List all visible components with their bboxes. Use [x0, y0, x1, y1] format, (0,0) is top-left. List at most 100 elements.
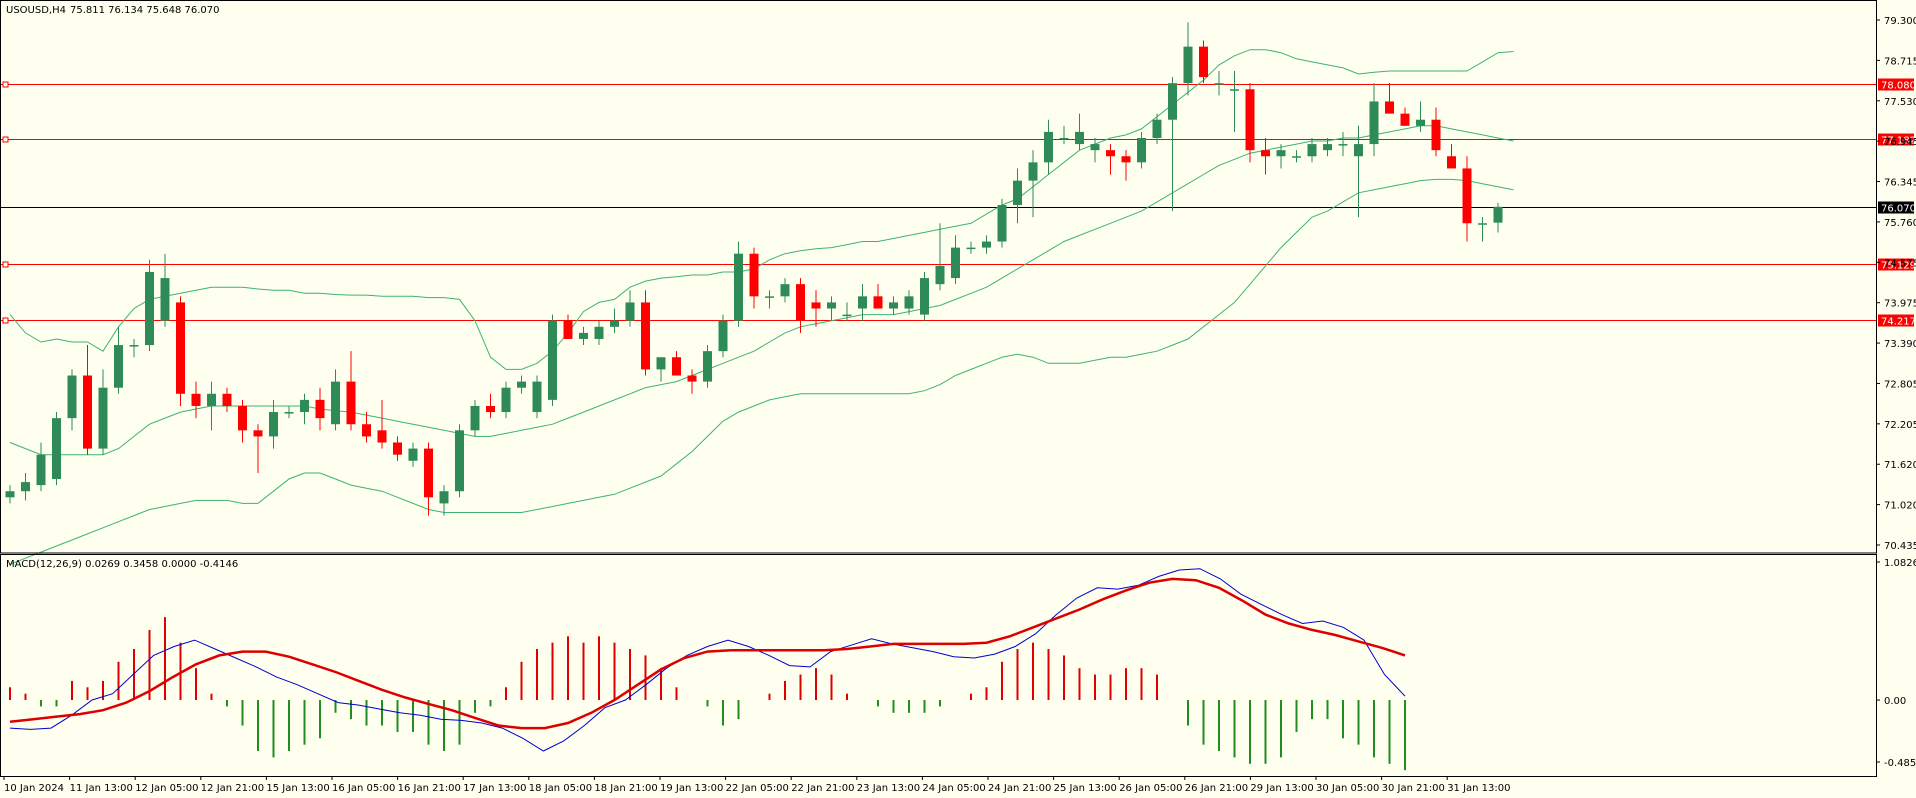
level-line-handle[interactable]: [2, 317, 9, 324]
candle[interactable]: [1462, 156, 1472, 242]
candle[interactable]: [1183, 22, 1193, 96]
candle[interactable]: [858, 284, 867, 321]
candle[interactable]: [1075, 113, 1084, 151]
candle[interactable]: [1385, 83, 1394, 114]
level-line-handle[interactable]: [2, 261, 9, 268]
candle[interactable]: [1276, 144, 1286, 169]
candle[interactable]: [160, 253, 170, 327]
candle[interactable]: [284, 405, 294, 419]
candle[interactable]: [83, 345, 92, 455]
candle[interactable]: [966, 241, 976, 254]
candle[interactable]: [1090, 137, 1100, 163]
candle[interactable]: [951, 235, 960, 285]
candle[interactable]: [191, 381, 201, 419]
candle[interactable]: [749, 247, 759, 309]
candle[interactable]: [827, 296, 836, 321]
candle[interactable]: [486, 393, 495, 419]
candle[interactable]: [501, 381, 511, 419]
candle[interactable]: [1230, 70, 1239, 132]
candle[interactable]: [625, 290, 635, 327]
candle[interactable]: [1292, 150, 1301, 163]
candle[interactable]: [1447, 144, 1456, 169]
candle[interactable]: [1261, 137, 1270, 175]
candle[interactable]: [656, 357, 666, 382]
candle[interactable]: [21, 472, 30, 501]
candle[interactable]: [52, 412, 61, 486]
candle[interactable]: [718, 314, 728, 358]
candle[interactable]: [5, 485, 15, 504]
candle[interactable]: [1416, 101, 1425, 132]
candle[interactable]: [346, 351, 356, 431]
candle[interactable]: [1307, 137, 1317, 163]
candle[interactable]: [424, 442, 433, 516]
candle[interactable]: [765, 290, 774, 309]
candle[interactable]: [439, 485, 449, 516]
candle[interactable]: [811, 290, 821, 327]
candle[interactable]: [1121, 150, 1131, 181]
candle[interactable]: [687, 369, 697, 394]
candle[interactable]: [129, 338, 139, 358]
candle[interactable]: [579, 326, 588, 346]
candle[interactable]: [362, 412, 371, 443]
candle[interactable]: [393, 436, 402, 461]
candle[interactable]: [1400, 107, 1410, 126]
candle[interactable]: [610, 308, 619, 333]
candle[interactable]: [408, 442, 418, 467]
candle[interactable]: [889, 296, 898, 315]
candle[interactable]: [1245, 83, 1255, 163]
candle[interactable]: [222, 387, 232, 413]
candle[interactable]: [1028, 150, 1038, 218]
candle[interactable]: [1354, 125, 1363, 218]
candle[interactable]: [145, 259, 154, 352]
candle[interactable]: [114, 326, 123, 394]
candle[interactable]: [331, 369, 340, 431]
candle[interactable]: [1059, 125, 1069, 145]
candle[interactable]: [377, 399, 387, 449]
candle[interactable]: [1137, 131, 1146, 169]
candle[interactable]: [315, 387, 325, 431]
candle[interactable]: [920, 271, 929, 321]
candle[interactable]: [1369, 83, 1379, 157]
candle[interactable]: [904, 290, 914, 315]
candle[interactable]: [935, 223, 945, 291]
candle[interactable]: [672, 351, 681, 376]
candle[interactable]: [532, 375, 542, 419]
candle[interactable]: [176, 296, 185, 406]
candle[interactable]: [548, 314, 557, 406]
candle[interactable]: [1044, 119, 1053, 175]
candle[interactable]: [269, 399, 278, 449]
candle[interactable]: [1338, 131, 1348, 157]
macd-panel[interactable]: [9, 568, 1406, 771]
candle[interactable]: [238, 399, 247, 443]
candle[interactable]: [1199, 40, 1208, 84]
candle[interactable]: [470, 399, 480, 437]
candle[interactable]: [641, 290, 650, 376]
candle[interactable]: [1431, 107, 1441, 157]
candle[interactable]: [594, 320, 604, 346]
candle[interactable]: [703, 345, 712, 388]
candle[interactable]: [734, 241, 743, 327]
candle[interactable]: [1214, 70, 1224, 96]
candle[interactable]: [300, 393, 309, 425]
candle[interactable]: [1106, 144, 1115, 175]
candle[interactable]: [253, 424, 263, 473]
candle[interactable]: [1013, 168, 1022, 224]
candle[interactable]: [873, 284, 883, 309]
candle[interactable]: [207, 381, 216, 431]
candle[interactable]: [67, 369, 77, 431]
level-line-handle[interactable]: [2, 136, 9, 143]
candle[interactable]: [1478, 217, 1487, 242]
candle[interactable]: [997, 198, 1007, 248]
candle[interactable]: [563, 314, 573, 339]
candle[interactable]: [780, 278, 790, 303]
candle[interactable]: [1152, 113, 1162, 145]
candle[interactable]: [1323, 137, 1332, 157]
candle[interactable]: [455, 424, 464, 498]
candle[interactable]: [98, 369, 108, 455]
price-panel[interactable]: [0, 22, 1876, 565]
candle[interactable]: [36, 442, 46, 492]
candle[interactable]: [517, 375, 526, 394]
candle[interactable]: [796, 278, 805, 333]
